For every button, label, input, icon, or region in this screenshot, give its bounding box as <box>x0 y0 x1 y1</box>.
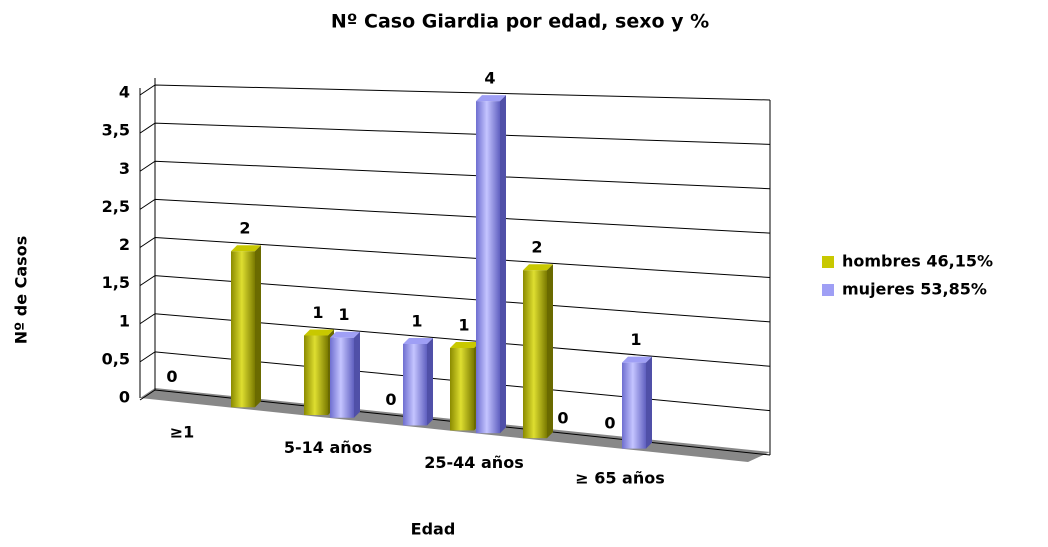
bar <box>403 337 433 426</box>
bar <box>523 264 553 439</box>
bar-face <box>622 362 646 449</box>
bar-face <box>330 337 354 418</box>
legend-swatch <box>822 256 834 268</box>
bar <box>330 331 360 418</box>
y-axis-title: Nº de Casos <box>12 236 31 344</box>
bar-face <box>476 95 506 102</box>
bar-face <box>500 95 506 434</box>
legend-swatch <box>822 284 834 296</box>
bar-face <box>330 331 360 338</box>
bar-face <box>403 337 433 344</box>
bar-face <box>523 264 553 271</box>
bar-face <box>403 343 427 426</box>
data-label: 1 <box>458 315 469 334</box>
legend-label: hombres 46,15% <box>842 252 993 271</box>
bar-face <box>476 101 500 434</box>
bar-face <box>646 356 652 449</box>
grid-line <box>139 84 771 101</box>
data-label: 4 <box>484 69 495 88</box>
data-label: 0 <box>166 367 177 386</box>
bar <box>450 341 480 431</box>
x-tick-label: ≥1 <box>170 422 195 441</box>
data-label: 0 <box>557 408 568 427</box>
data-label: 0 <box>604 413 615 432</box>
grid-line <box>139 198 771 234</box>
data-label: 1 <box>411 311 422 330</box>
x-axis-title: Edad <box>411 520 456 539</box>
grid-line <box>139 122 771 145</box>
grid-line <box>139 236 771 278</box>
data-label: 0 <box>385 390 396 409</box>
y-tick-label: 0,5 <box>102 349 130 368</box>
bar-face <box>450 341 480 348</box>
legend-label: mujeres 53,85% <box>842 280 987 299</box>
y-tick-label: 4 <box>119 83 130 102</box>
x-tick-label: ≥ 65 años <box>575 469 665 488</box>
bar-face <box>450 347 474 431</box>
grid-line <box>139 351 771 412</box>
x-tick-label: 25-44 años <box>424 453 523 472</box>
data-label: 2 <box>531 238 542 257</box>
bar-face <box>231 245 261 252</box>
bar-face <box>547 264 553 439</box>
bar <box>476 95 506 434</box>
bar-face <box>354 331 360 418</box>
bar <box>231 245 261 408</box>
x-tick-label: 5-14 años <box>284 438 372 457</box>
y-tick-label: 2 <box>119 235 130 254</box>
data-label: 1 <box>312 303 323 322</box>
bar <box>304 329 334 416</box>
bar-face <box>523 270 547 439</box>
bar-face <box>255 245 261 408</box>
bar-face <box>304 329 334 336</box>
y-tick-label: 3,5 <box>102 121 130 140</box>
chart-title: Nº Caso Giardia por edad, sexo y % <box>331 11 709 33</box>
data-label: 1 <box>630 330 641 349</box>
y-tick-label: 1,5 <box>102 273 130 292</box>
grid-line <box>139 313 771 367</box>
data-label: 2 <box>239 219 250 238</box>
grid-line <box>139 160 771 190</box>
grid-line <box>139 389 771 456</box>
y-tick-label: 2,5 <box>102 197 130 216</box>
data-label: 1 <box>338 305 349 324</box>
y-tick-label: 0 <box>119 388 130 407</box>
y-tick-label: 1 <box>119 311 130 330</box>
bar <box>622 356 652 449</box>
y-tick-label: 3 <box>119 159 130 178</box>
bar-face <box>622 356 652 363</box>
grid-line <box>139 275 771 323</box>
bar-face <box>304 335 328 416</box>
bar-face <box>231 251 255 408</box>
bar-face <box>427 337 433 426</box>
